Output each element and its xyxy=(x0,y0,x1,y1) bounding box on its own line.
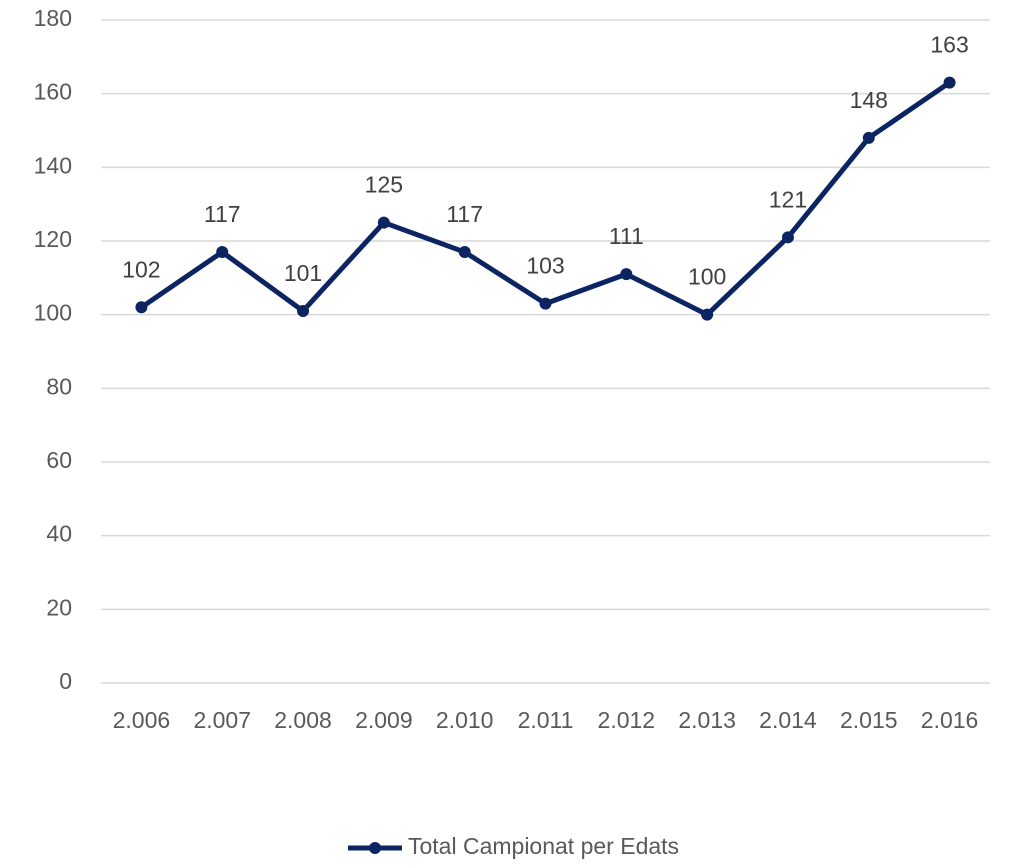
data-point xyxy=(135,301,148,314)
data-point xyxy=(620,268,633,281)
data-point xyxy=(862,131,875,144)
y-tick-label: 60 xyxy=(46,447,72,473)
data-label: 117 xyxy=(204,201,241,227)
x-tick-label: 2.006 xyxy=(113,707,171,733)
y-tick-label: 160 xyxy=(34,79,72,105)
data-point xyxy=(539,297,552,310)
data-point xyxy=(781,231,794,244)
series-line xyxy=(139,80,952,318)
y-tick-label: 120 xyxy=(34,226,72,252)
x-tick-label: 2.015 xyxy=(840,707,898,733)
x-tick-label: 2.013 xyxy=(678,707,736,733)
data-label: 117 xyxy=(446,201,483,227)
y-tick-label: 100 xyxy=(34,300,72,326)
data-label: 100 xyxy=(688,264,726,290)
x-tick-label: 2.009 xyxy=(355,707,413,733)
y-tick-label: 20 xyxy=(46,594,72,620)
y-tick-label: 0 xyxy=(59,668,72,694)
y-tick-label: 180 xyxy=(34,5,72,31)
legend-marker xyxy=(369,842,381,854)
legend-label: Total Campionat per Edats xyxy=(408,833,679,859)
data-point xyxy=(458,246,471,259)
x-tick-label: 2.016 xyxy=(921,707,979,733)
x-tick-label: 2.008 xyxy=(274,707,332,733)
data-label: 125 xyxy=(365,172,403,198)
data-label: 111 xyxy=(609,223,644,249)
data-point xyxy=(943,76,956,89)
data-label: 121 xyxy=(769,186,807,212)
x-tick-label: 2.011 xyxy=(518,707,574,733)
data-label: 101 xyxy=(284,260,322,286)
data-label: 148 xyxy=(850,87,888,113)
x-tick-label: 2.007 xyxy=(193,707,251,733)
y-tick-label: 40 xyxy=(46,521,72,547)
data-point xyxy=(216,246,229,259)
data-label: 102 xyxy=(122,256,160,282)
y-tick-label: 140 xyxy=(34,152,72,178)
data-point xyxy=(377,216,390,229)
x-tick-label: 2.012 xyxy=(598,707,656,733)
x-tick-label: 2.010 xyxy=(436,707,494,733)
y-tick-label: 80 xyxy=(46,373,72,399)
data-label: 163 xyxy=(930,32,968,58)
data-point xyxy=(701,308,714,321)
data-point xyxy=(297,304,310,317)
data-label: 103 xyxy=(526,253,564,279)
x-tick-label: 2.014 xyxy=(759,707,817,733)
